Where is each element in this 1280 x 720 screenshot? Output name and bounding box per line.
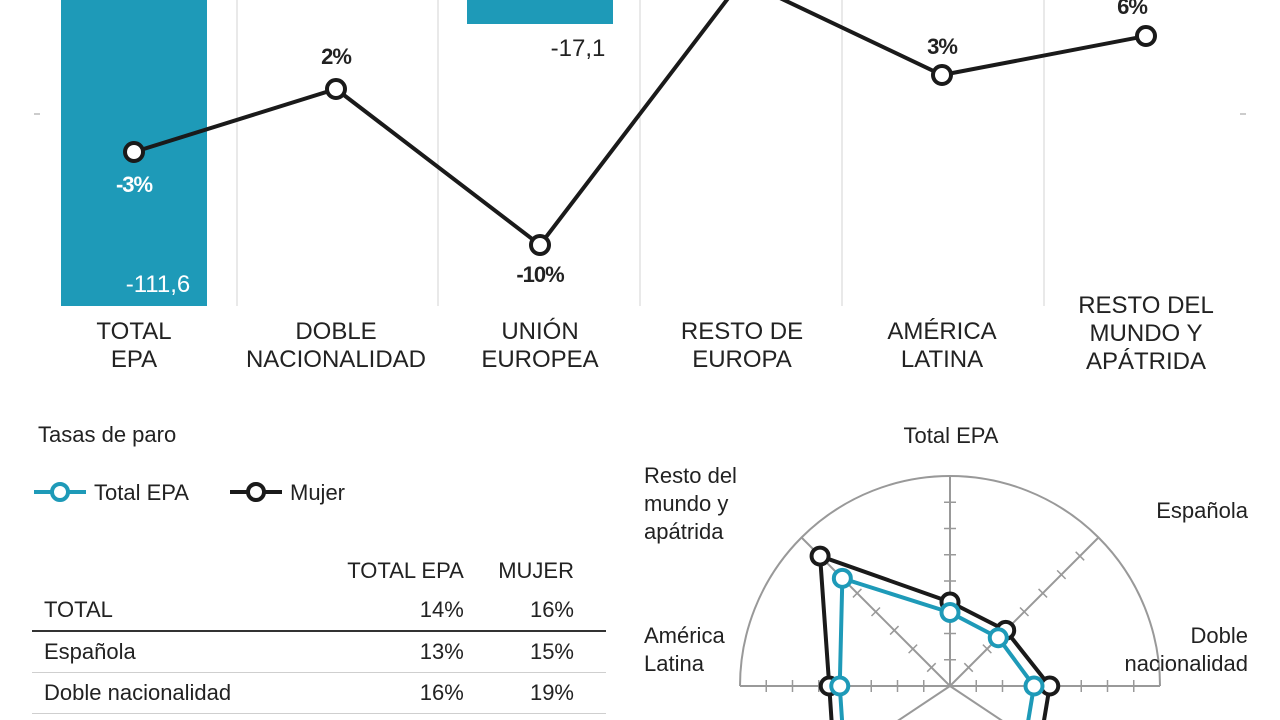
category-label-line: LATINA: [900, 346, 984, 373]
category-label: RESTO DE EUROPA: [642, 318, 842, 374]
bar-value-label: -17,1: [551, 35, 606, 62]
category-label-line: EUROPEA: [481, 346, 599, 373]
category-label: AMÉRICA LATINA: [842, 318, 1042, 374]
radar-tick: [1056, 569, 1067, 580]
line-value-label: 3%: [927, 34, 957, 59]
bar: [467, 0, 613, 24]
row-mujer: 15%: [495, 631, 606, 673]
row-mujer: 16%: [495, 590, 606, 632]
radar-axis: [897, 685, 951, 720]
row-total-epa: 16%: [344, 672, 496, 714]
radar-series: [809, 545, 1061, 720]
radar-point: [939, 602, 961, 623]
category-label-line: TOTAL: [96, 318, 172, 345]
category-label-line: RESTO DE: [680, 318, 804, 345]
radar-axis-label: Resto del mundo y apátrida: [644, 463, 737, 544]
line-point: [931, 64, 953, 86]
radar-tick: [1019, 606, 1030, 617]
radar-tick: [1075, 551, 1085, 561]
top-combo-chart: -111,6 -17,1 -3% 2% -10% 3% 6%: [34, 0, 1246, 306]
category-label-line: DOBLE: [295, 318, 377, 345]
radar-chart: Total EPA Española Doble nacionalidad Améric…: [644, 423, 1249, 720]
row-name: Doble nacionalidad: [32, 672, 344, 714]
bar-value-labels: -111,6 -17,1: [126, 35, 606, 298]
category-label: DOBLE NACIONALIDAD: [236, 318, 436, 374]
line-point: [123, 141, 145, 163]
table-row: Española 13% 15%: [32, 631, 606, 673]
radar-axis-labels: Total EPA Española Doble nacionalidad Améric…: [644, 423, 1249, 676]
line-point: [1135, 25, 1157, 47]
category-label-line: UNIÓN: [501, 318, 579, 345]
line-path: [133, 0, 1147, 248]
legend-swatch-mujer-icon: [230, 482, 282, 502]
legend-label: Mujer: [290, 480, 346, 505]
legend-swatch-total-epa-icon: [34, 482, 86, 502]
line-value-label: 6%: [1117, 0, 1147, 19]
line-value-label: -10%: [516, 262, 564, 287]
row-total-epa: 14%: [344, 590, 496, 632]
category-label: TOTAL EPA: [34, 318, 234, 374]
chart-gridlines: [34, 0, 1246, 306]
line-value-label: 2%: [321, 44, 351, 69]
row-name: Española: [32, 631, 344, 673]
line-value-labels: -3% 2% -10% 3% 6%: [116, 0, 1148, 287]
radar-point: [809, 545, 831, 567]
row-total-epa: 13%: [344, 631, 496, 673]
table-header-total-epa: TOTAL EPA: [347, 558, 464, 583]
line-point: [325, 78, 347, 100]
table-header-mujer: MUJER: [498, 558, 574, 583]
table-header-blank: [32, 552, 344, 590]
radar-point: [829, 675, 851, 697]
row-name: TOTAL: [32, 590, 344, 632]
radar-tick: [963, 662, 974, 673]
radar-axis-label: Española: [1156, 498, 1249, 523]
radar-tick: [908, 644, 918, 654]
radar-tick: [982, 644, 992, 654]
category-label-line: EPA: [110, 346, 158, 373]
rates-table: TOTAL EPA MUJER TOTAL 14% 16% Española 1…: [32, 552, 606, 714]
line-value-label: -3%: [116, 172, 153, 197]
row-mujer: 19%: [495, 672, 606, 714]
radar-tick: [926, 662, 937, 673]
radar-tick: [1038, 588, 1048, 598]
category-label-line: RESTO DEL: [1078, 292, 1214, 319]
category-label-line: EUROPA: [692, 346, 792, 373]
category-label-line: AMÉRICA: [887, 318, 997, 345]
table-header-row: TOTAL EPA MUJER: [32, 552, 606, 590]
radar-tick: [870, 606, 881, 617]
line-point: [529, 234, 551, 256]
legend-label: Total EPA: [94, 480, 189, 505]
table-row: TOTAL 14% 16%: [32, 590, 606, 632]
radar-point: [1023, 675, 1045, 697]
category-label-line: APÁTRIDA: [1085, 348, 1207, 375]
category-label: UNIÓN EUROPEA: [440, 318, 640, 374]
radar-series-line: [817, 553, 1052, 720]
radar-axis-label: América Latina: [644, 623, 725, 676]
category-label-line: MUNDO Y: [1089, 320, 1203, 347]
bar-value-label: -111,6: [126, 271, 191, 298]
radar-tick: [852, 588, 862, 598]
radar-axis-label: Total EPA: [904, 423, 999, 448]
radar-point: [987, 627, 1009, 649]
rates-title: Tasas de paro: [38, 422, 177, 447]
category-label: RESTO DEL MUNDO Y APÁTRIDA: [1046, 292, 1246, 376]
line-series: [123, 0, 1157, 256]
radar-axis-label: Doble nacionalidad: [1124, 623, 1248, 676]
radar-axis: [949, 685, 1003, 720]
bar-series: [61, 0, 613, 306]
radar-series-line: [837, 575, 1037, 720]
category-label-line: NACIONALIDAD: [245, 346, 427, 373]
radar-tick: [889, 625, 900, 636]
table-row: Doble nacionalidad 16% 19%: [32, 672, 606, 714]
radar-point: [831, 567, 853, 589]
